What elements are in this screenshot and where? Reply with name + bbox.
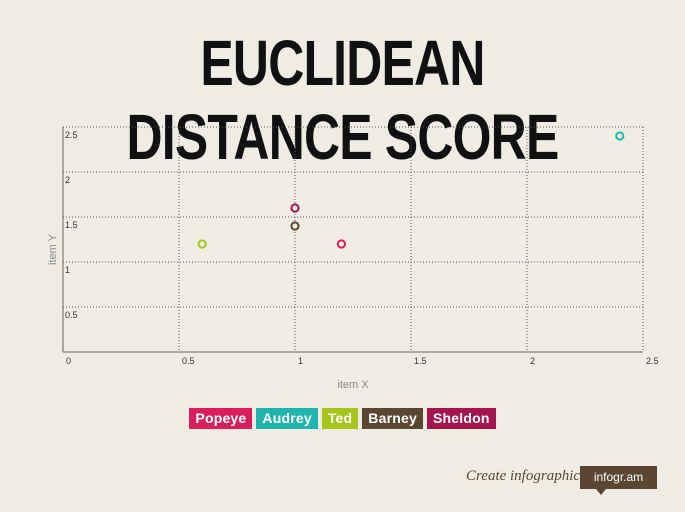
data-point-audrey — [615, 131, 625, 141]
y-axis-label: item Y — [47, 233, 59, 265]
y-tick-label: 0.5 — [65, 310, 78, 320]
x-tick-label: 2 — [530, 356, 535, 366]
x-axis-label: item X — [337, 379, 369, 391]
legend-item-barney[interactable]: Barney — [362, 408, 423, 429]
data-point-popeye — [336, 239, 346, 249]
footer-notch — [596, 489, 606, 495]
legend-item-ted[interactable]: Ted — [321, 408, 359, 429]
scatter-chart: 0 0.5 1 1.5 2 2.5 0.5 1 1.5 2 2.5 item X item Y — [47, 126, 659, 391]
data-point-barney — [290, 221, 300, 231]
y-tick-label: 2 — [65, 175, 70, 185]
chart-title: EUCLIDEAN DISTANCE SCORE — [126, 27, 560, 173]
x-tick-label: 2.5 — [646, 356, 659, 366]
footer-text[interactable]: Create infographics — [466, 468, 586, 484]
legend-item-popeye[interactable]: Popeye — [189, 408, 253, 429]
y-tick-label: 1.5 — [65, 220, 78, 230]
x-tick-label: 0 — [66, 356, 71, 366]
legend-item-sheldon[interactable]: Sheldon — [426, 408, 496, 429]
x-tick-label: 0.5 — [182, 356, 195, 366]
footer-brand[interactable]: infogr.am — [580, 466, 657, 489]
data-point-sheldon — [290, 203, 300, 213]
legend-item-audrey[interactable]: Audrey — [256, 408, 318, 429]
x-tick-label: 1.5 — [414, 356, 427, 366]
chart-legend: Popeye Audrey Ted Barney Sheldon — [0, 408, 685, 429]
y-tick-label: 1 — [65, 265, 70, 275]
data-point-ted — [197, 239, 207, 249]
y-tick-label: 2.5 — [65, 130, 78, 140]
x-tick-label: 1 — [298, 356, 303, 366]
